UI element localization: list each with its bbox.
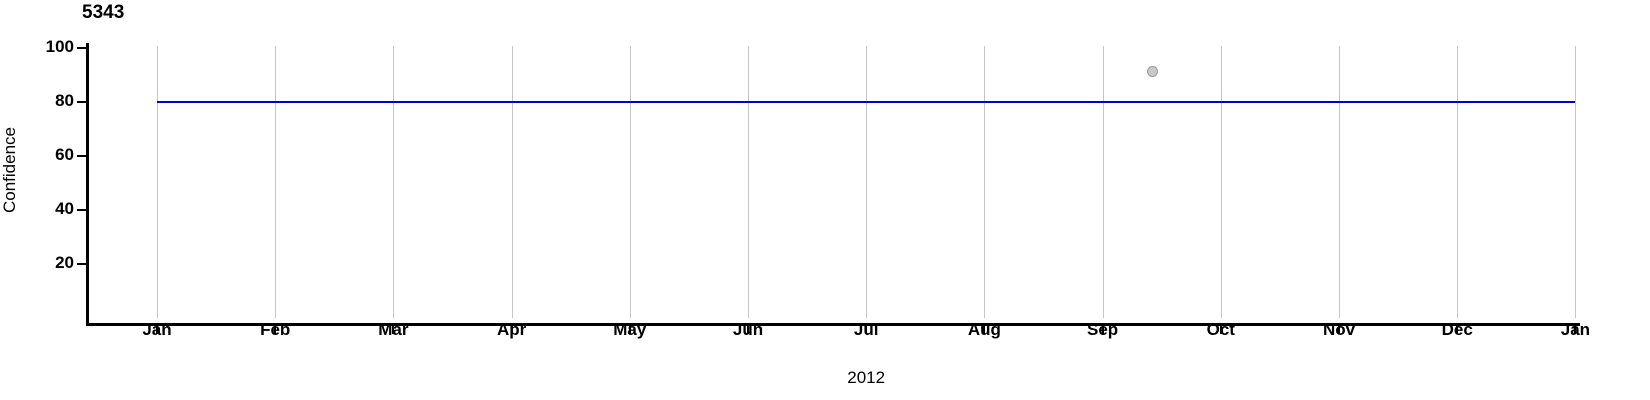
x-axis-tick: [1219, 325, 1222, 334]
y-axis-tick-label: 80: [55, 91, 74, 110]
gridline-vertical: [629, 46, 631, 318]
y-axis-tick-label: 60: [55, 145, 74, 164]
y-axis-tick: [77, 155, 87, 157]
x-axis-tick: [510, 325, 513, 334]
gridline-vertical: [393, 46, 395, 318]
y-axis-tick-label: 20: [55, 253, 74, 272]
x-axis-tick: [1101, 325, 1104, 334]
gridline-vertical: [1102, 46, 1104, 318]
chart-title: 5343: [82, 2, 125, 23]
gridline-vertical: [984, 46, 986, 318]
threshold-line: [157, 101, 1576, 103]
x-axis-tick: [865, 325, 868, 334]
x-axis-tick: [156, 325, 158, 334]
gridline-vertical: [1220, 46, 1222, 318]
x-axis-tick: [747, 325, 749, 334]
x-axis-tick: [274, 325, 277, 334]
gridline-vertical: [1575, 46, 1577, 318]
gridline-vertical: [157, 46, 158, 318]
gridline-vertical: [866, 46, 868, 318]
gridline-vertical: [275, 46, 277, 318]
x-axis-tick: [392, 325, 395, 334]
y-axis-line: [86, 43, 89, 325]
y-axis-tick: [77, 209, 87, 211]
y-axis-tick: [77, 47, 87, 49]
x-axis-tick: [1338, 325, 1340, 334]
gridline-vertical: [748, 46, 749, 318]
x-axis-tick: [983, 325, 986, 334]
x-axis-tick: [1456, 325, 1459, 334]
x-axis-title: 2012: [847, 368, 886, 387]
y-axis-tick: [77, 101, 87, 103]
data-point[interactable]: [1147, 66, 1159, 78]
gridline-vertical: [1339, 46, 1340, 318]
gridline-vertical: [511, 46, 513, 318]
y-axis-tick-label: 100: [45, 37, 74, 56]
x-axis-tick: [628, 325, 631, 334]
y-axis-tick-label: 40: [55, 199, 74, 218]
x-axis-tick: [1574, 325, 1577, 334]
x-axis-line: [86, 323, 1580, 326]
gridline-vertical: [1457, 46, 1459, 318]
y-axis-tick: [77, 263, 87, 265]
